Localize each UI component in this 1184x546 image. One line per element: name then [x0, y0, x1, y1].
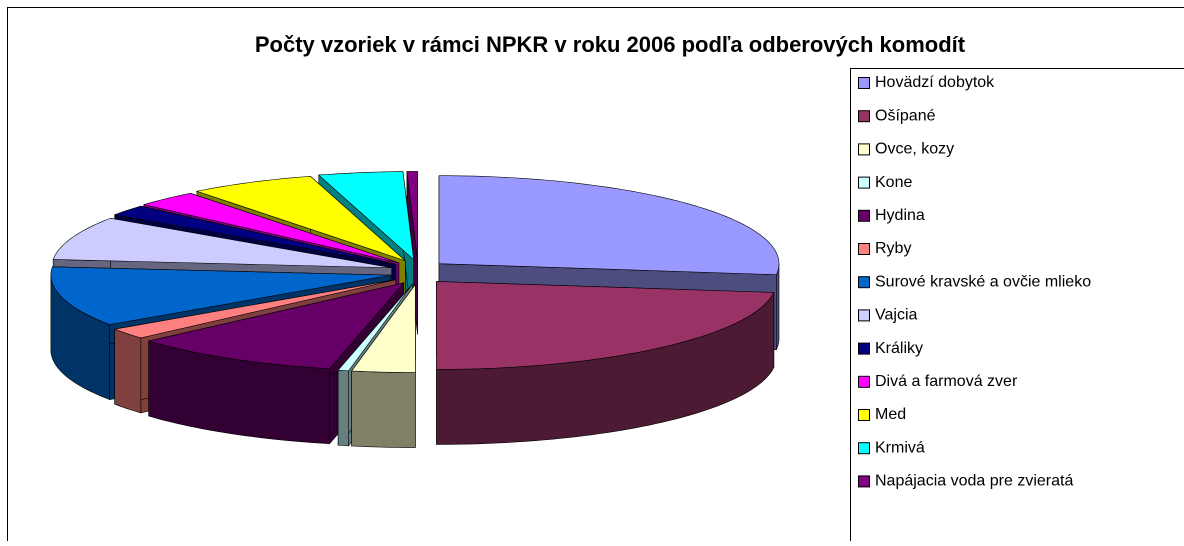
legend-label: Surové kravské a ovčie mlieko: [875, 273, 1091, 290]
legend-box: [851, 69, 1184, 542]
legend-label: Ovce, kozy: [875, 141, 954, 158]
legend-swatch: [859, 310, 870, 321]
legend-swatch: [859, 410, 870, 421]
legend-label: Divá a farmová zver: [875, 373, 1018, 390]
legend-swatch: [859, 78, 870, 89]
legend-swatch: [859, 277, 870, 288]
legend-swatch: [859, 210, 870, 221]
legend-swatch: [859, 177, 870, 188]
legend-label: Kone: [875, 174, 912, 191]
legend-label: Ryby: [875, 240, 911, 257]
legend-label: Vajcia: [875, 307, 917, 324]
legend-swatch: [859, 244, 870, 255]
chart-title: Počty vzoriek v rámci NPKR v roku 2006 p…: [255, 32, 966, 57]
legend-swatch: [859, 144, 870, 155]
legend-swatch: [859, 476, 870, 487]
legend-swatch: [859, 111, 870, 122]
legend-label: Hydina: [875, 207, 925, 224]
pie: [51, 171, 779, 447]
legend-label: Med: [875, 406, 906, 423]
slice-outer-wall: [115, 329, 141, 413]
slice-outer-wall: [352, 371, 416, 448]
legend-label: Krmivá: [875, 439, 925, 456]
legend-label: Hovädzí dobytok: [875, 74, 995, 91]
slice-outer-wall: [338, 370, 348, 446]
legend-label: Králiky: [875, 340, 923, 357]
legend-swatch: [859, 376, 870, 387]
legend-swatch: [859, 343, 870, 354]
legend-swatch: [859, 443, 870, 454]
slice-outer-wall: [776, 264, 779, 350]
legend-label: Napájacia voda pre zvieratá: [875, 473, 1073, 490]
legend-label: Ošípané: [875, 107, 936, 124]
